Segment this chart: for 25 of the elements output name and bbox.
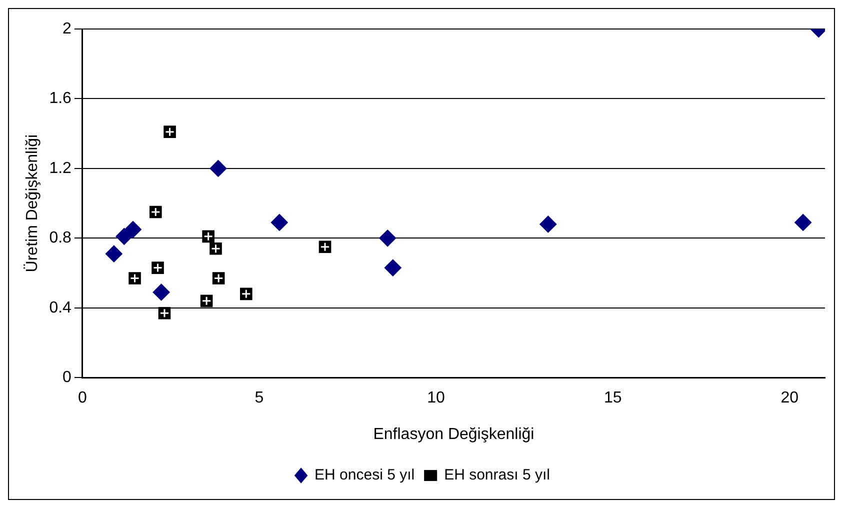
y-tick-label: 1.2 xyxy=(49,160,72,177)
point xyxy=(116,228,133,245)
y-tick-label: 1.6 xyxy=(49,90,72,108)
x-tick-label: 15 xyxy=(604,390,622,407)
y-axis-title: Üretim Değişkenliği xyxy=(23,134,42,272)
y-tick-label: 0.4 xyxy=(49,299,72,316)
legend-label: EH sonrası 5 yıl xyxy=(444,466,550,484)
x-tick-label: 20 xyxy=(780,390,799,407)
x-tick-label: 10 xyxy=(427,390,446,407)
x-tick-label: 5 xyxy=(254,390,264,407)
x-axis-title: Enflasyon Değişkenliği xyxy=(373,426,534,443)
point xyxy=(540,216,557,233)
point xyxy=(379,230,396,247)
point xyxy=(105,245,122,262)
point xyxy=(210,160,227,177)
y-tick-label: 0 xyxy=(62,369,72,386)
y-tick-label: 0.8 xyxy=(49,230,72,247)
point xyxy=(124,220,142,238)
point xyxy=(384,259,402,276)
point xyxy=(794,214,812,231)
legend-label: EH oncesi 5 yıl xyxy=(314,466,415,484)
point xyxy=(270,214,288,231)
x-tick-label: 0 xyxy=(78,390,87,407)
point xyxy=(152,284,170,301)
y-tick-label: 2 xyxy=(62,20,72,38)
